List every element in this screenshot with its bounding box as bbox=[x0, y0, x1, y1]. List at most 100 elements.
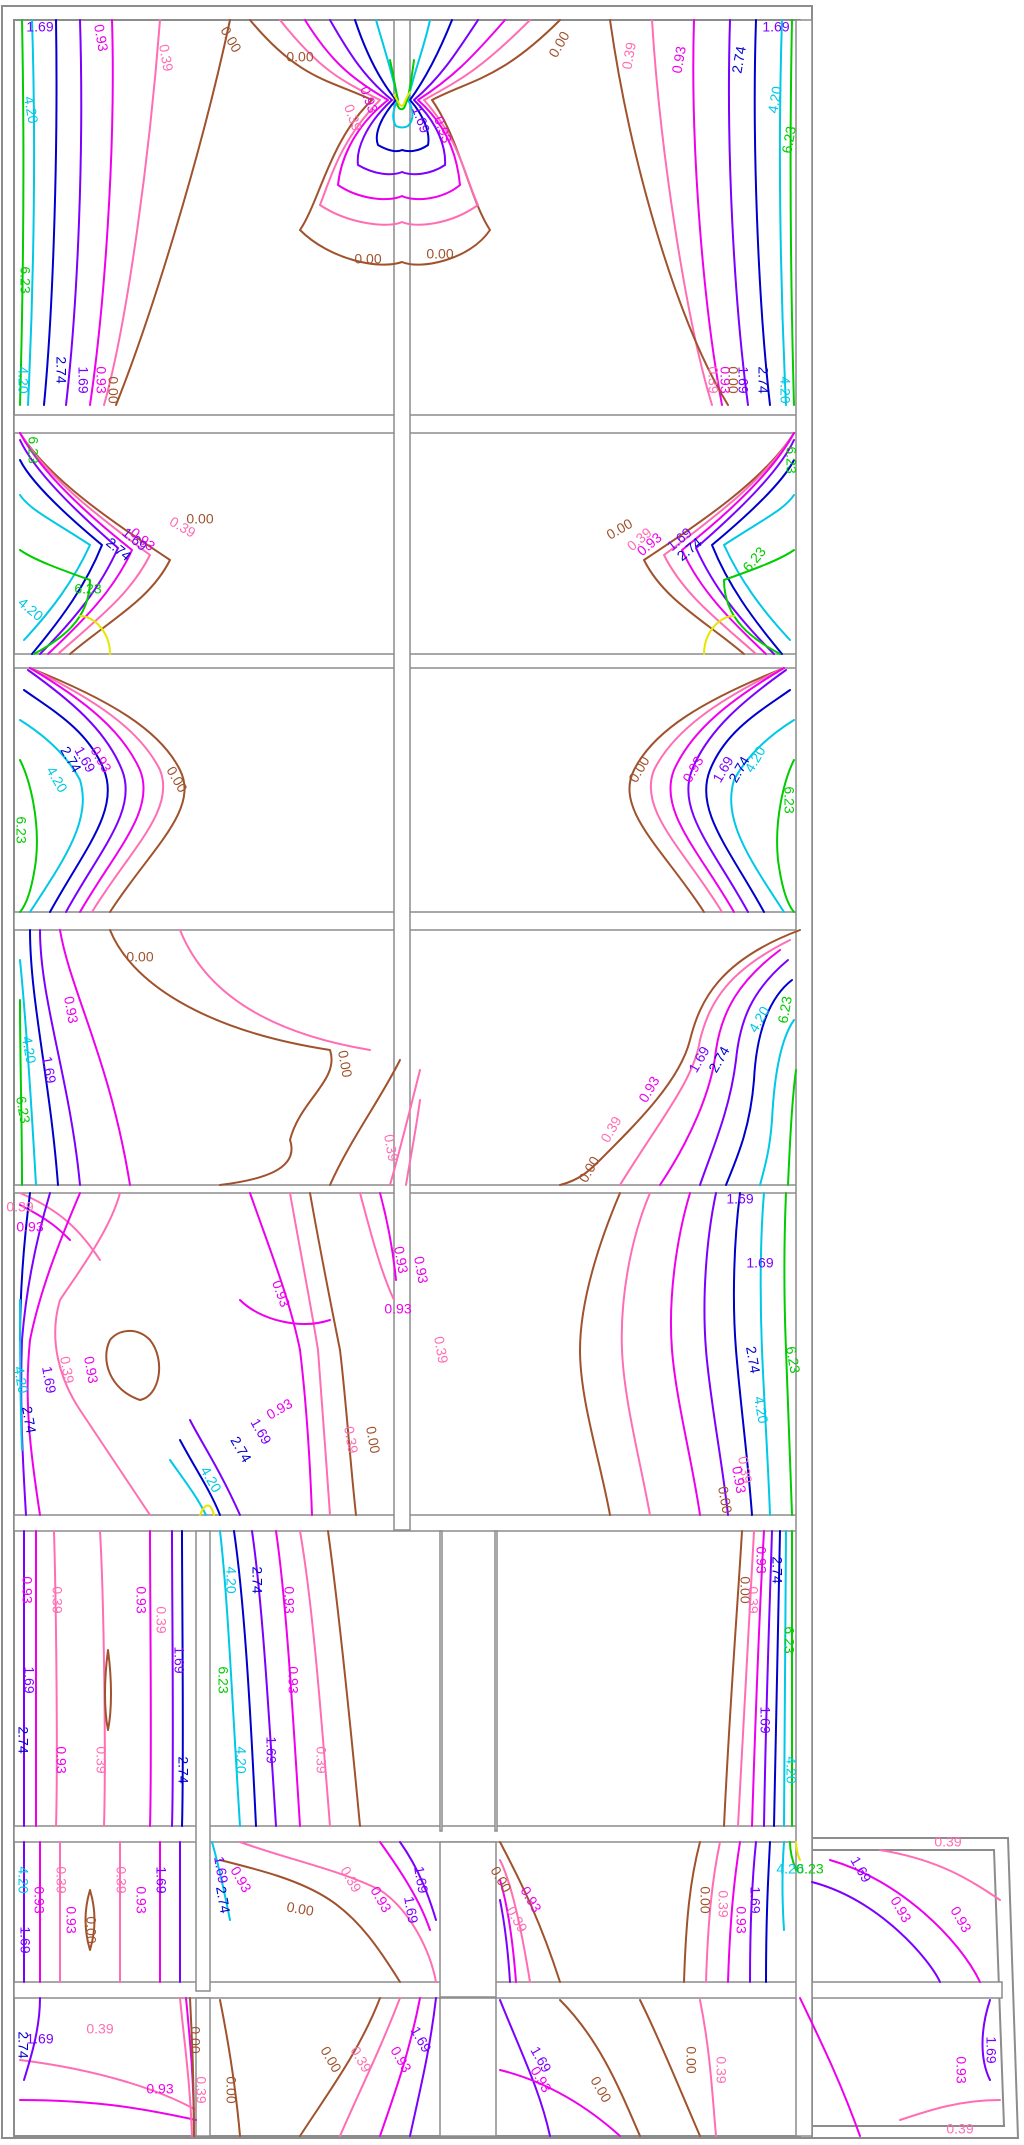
contour-line-0.39 bbox=[389, 1069, 421, 1186]
contour-label-0-93: 0.93 bbox=[269, 1278, 293, 1309]
contour-line-0.00 bbox=[723, 1530, 743, 1827]
contour-line-0.93 bbox=[799, 1997, 861, 2137]
contour-line-2.74 bbox=[765, 1841, 771, 1983]
contour-label-0-93: 0.93 bbox=[53, 1746, 69, 1773]
contour-label-6-23: 6.23 bbox=[781, 786, 797, 813]
contour-label-0-93: 0.93 bbox=[387, 2044, 415, 2076]
contour-line-0.93 bbox=[379, 1192, 397, 1281]
contour-label-0-93: 0.93 bbox=[635, 1073, 663, 1105]
contour-line-0.93 bbox=[379, 1841, 431, 1931]
contour-label-2-74: 2.74 bbox=[15, 1726, 31, 1753]
contour-line-1.69 bbox=[695, 439, 795, 655]
contour-label-2-74: 2.74 bbox=[755, 366, 771, 393]
contour-line-0.39 bbox=[279, 19, 531, 226]
contour-line-4.20 bbox=[169, 1459, 207, 1516]
contour-line-6.23 bbox=[789, 19, 795, 406]
contour-line-1.69 bbox=[727, 19, 749, 406]
contour-label-0-93: 0.93 bbox=[384, 1301, 411, 1317]
contour-line-0.93 bbox=[659, 949, 781, 1186]
contour-label-4-20: 4.20 bbox=[19, 1035, 40, 1065]
contour-label-1-69: 1.69 bbox=[726, 1191, 753, 1207]
contour-label-0-39: 0.39 bbox=[86, 2021, 113, 2037]
contour-label-0-93: 0.93 bbox=[146, 2081, 173, 2097]
contour-label-6-23: 6.23 bbox=[25, 436, 41, 463]
contour-label-0-93: 0.93 bbox=[133, 1586, 149, 1613]
contour-line-0.39 bbox=[289, 1192, 331, 1516]
contour-label-0-39: 0.39 bbox=[503, 1904, 531, 1936]
contour-label-1-69: 1.69 bbox=[747, 1886, 763, 1913]
contour-label-0-00: 0.00 bbox=[285, 1898, 315, 1919]
contour-label-0-93: 0.93 bbox=[31, 1886, 47, 1913]
contour-line-0.93 bbox=[379, 1997, 421, 2137]
contour-line-9.06 bbox=[79, 615, 111, 655]
contour-label-1-69: 1.69 bbox=[735, 366, 751, 393]
contour-label-0-39: 0.39 bbox=[705, 366, 721, 393]
contour-label-0-39: 0.39 bbox=[193, 2076, 209, 2103]
contour-line-0.00 bbox=[609, 19, 729, 406]
contour-line-0.93 bbox=[829, 1859, 981, 1983]
contour-label-4-20: 4.20 bbox=[233, 1746, 249, 1773]
contour-line-9.06 bbox=[795, 1841, 801, 1861]
contour-line-0.93 bbox=[29, 667, 145, 913]
contour-line-1.69 bbox=[749, 1841, 757, 1983]
contour-line-6.23 bbox=[723, 549, 795, 655]
contour-label-4-20: 4.20 bbox=[21, 95, 42, 125]
contour-line-0.39 bbox=[359, 1192, 395, 1301]
contour-line-6.23 bbox=[19, 999, 23, 1186]
contour-line-0.39 bbox=[705, 1841, 721, 1983]
contour-line-0.39 bbox=[899, 2099, 1001, 2121]
contour-label-6-23: 6.23 bbox=[778, 125, 799, 155]
contour-label-6-23: 6.23 bbox=[74, 581, 101, 597]
contour-label-0-93: 0.93 bbox=[753, 1546, 769, 1573]
contour-line-1.69 bbox=[329, 19, 479, 176]
contour-line-0.00 bbox=[109, 929, 333, 1186]
contour-label-1-69: 1.69 bbox=[263, 1736, 279, 1763]
contour-line-4.20 bbox=[19, 719, 84, 913]
beam-row-annex bbox=[811, 1981, 1003, 1999]
contour-label-2-74: 2.74 bbox=[705, 1043, 733, 1075]
contour-line-0.39 bbox=[19, 2059, 197, 2111]
contour-line-0.93 bbox=[499, 2069, 621, 2137]
contour-line-4.20 bbox=[27, 19, 36, 406]
contour-label-0-39: 0.39 bbox=[431, 1335, 452, 1365]
contour-label-2-74: 2.74 bbox=[227, 1434, 255, 1466]
contour-line-0.93 bbox=[249, 1192, 313, 1516]
contour-line-6.23 bbox=[783, 1192, 793, 1516]
contour-line-1.69 bbox=[699, 959, 789, 1186]
contour-line-0.00 bbox=[329, 1059, 401, 1186]
contour-line-0.00 bbox=[115, 19, 231, 406]
contour-label-6-23: 6.23 bbox=[781, 1626, 797, 1653]
contour-line-0.39 bbox=[620, 1192, 651, 1516]
contour-label-0-39: 0.39 bbox=[313, 1746, 329, 1773]
contour-line-2.74 bbox=[179, 1439, 221, 1516]
contour-label-0-00: 0.00 bbox=[163, 764, 191, 796]
contour-line-4.20 bbox=[730, 719, 795, 913]
contour-label-0-39: 0.39 bbox=[946, 2121, 973, 2137]
contour-line-0.39 bbox=[737, 1530, 755, 1827]
contour-label-6-23: 6.23 bbox=[796, 1861, 823, 1877]
contour-label-0-00: 0.00 bbox=[223, 2076, 239, 2103]
contour-label-4-20: 4.20 bbox=[43, 764, 71, 796]
contour-label-0-00: 0.00 bbox=[186, 511, 213, 527]
contour-label-2-74: 2.74 bbox=[15, 2031, 31, 2058]
right-wall bbox=[795, 19, 813, 2137]
contour-line-0.00 bbox=[628, 667, 785, 913]
contour-line-0.93 bbox=[59, 929, 131, 1186]
stair-column-left bbox=[195, 1530, 211, 1992]
horizontal-beams bbox=[13, 414, 1003, 1999]
contour-line-0.39 bbox=[299, 1530, 331, 1827]
contour-label-0-93: 0.93 bbox=[953, 2056, 969, 2083]
contour-label-4-20: 4.20 bbox=[776, 1861, 803, 1877]
contour-line-0.39 bbox=[619, 939, 791, 1186]
contour-label-0-00: 0.00 bbox=[354, 251, 381, 267]
contour-label-1-69: 1.69 bbox=[39, 1365, 60, 1395]
contour-label-1-69: 1.69 bbox=[75, 366, 91, 393]
contour-label-0-39: 0.39 bbox=[934, 1834, 961, 1850]
contour-line-0.93 bbox=[19, 432, 133, 655]
contour-line-1.69 bbox=[27, 669, 127, 913]
contour-line-1.69 bbox=[39, 929, 81, 1186]
contour-label-1-69: 1.69 bbox=[17, 1926, 33, 1953]
contour-line-4.20 bbox=[19, 1299, 23, 1451]
contour-line-1.69 bbox=[981, 1999, 991, 2081]
